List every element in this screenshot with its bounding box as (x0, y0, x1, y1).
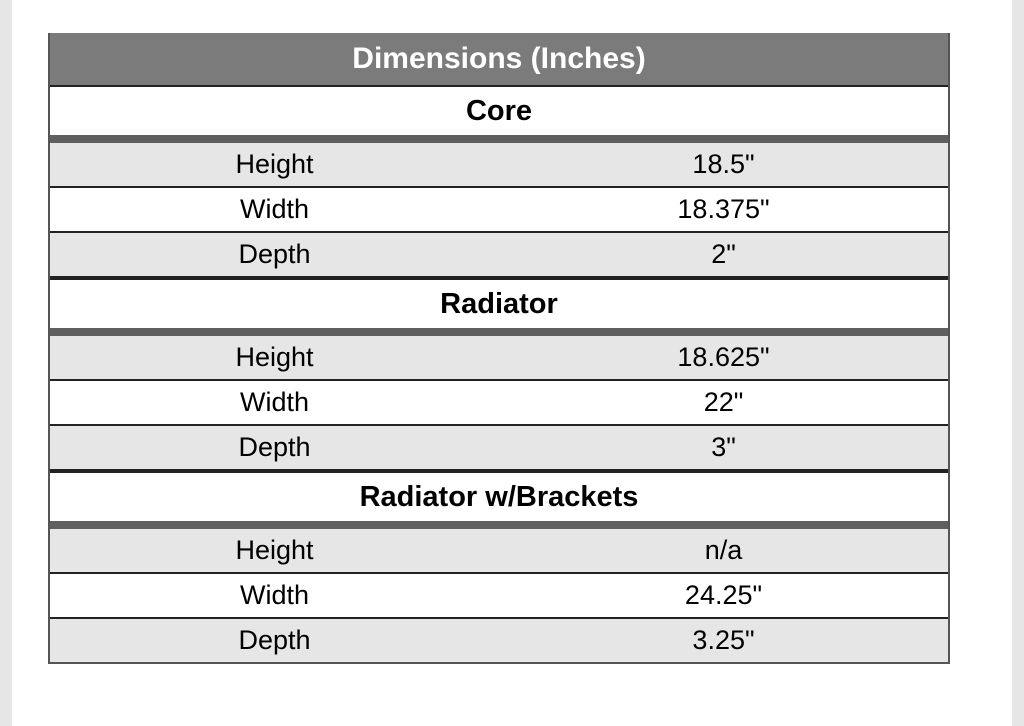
table-row: Height n/a (50, 529, 948, 574)
dimension-value: 18.625" (677, 342, 770, 372)
dimension-value: 3" (711, 432, 736, 462)
section-header: Radiator (50, 278, 948, 328)
dimension-label: Width (239, 194, 310, 224)
dimension-value: 2" (711, 239, 736, 269)
section-divider (50, 135, 948, 143)
table-row: Depth 2" (50, 233, 948, 278)
dimension-value: 24.25" (684, 580, 763, 610)
dimension-value: n/a (704, 535, 743, 565)
dimension-value: 3.25" (692, 625, 755, 655)
table-row: Depth 3" (50, 426, 948, 471)
dimension-label: Height (235, 149, 314, 179)
right-margin (1012, 0, 1024, 726)
table-row: Height 18.625" (50, 336, 948, 381)
dimension-label: Depth (238, 239, 311, 269)
dimension-value: 18.5" (692, 149, 755, 179)
section-header: Core (50, 85, 948, 135)
table-row: Width 24.25" (50, 574, 948, 619)
table-row: Depth 3.25" (50, 619, 948, 664)
dimension-label: Depth (238, 432, 311, 462)
section-divider (50, 521, 948, 529)
dimension-label: Height (235, 342, 314, 372)
section-divider (50, 328, 948, 336)
dimensions-table: Dimensions (Inches) Core Height 18.5" Width… (48, 33, 950, 664)
left-margin (0, 0, 12, 726)
dimension-value: 22" (703, 387, 744, 417)
dimension-label: Width (239, 387, 310, 417)
table-row: Height 18.5" (50, 143, 948, 188)
dimension-label: Height (235, 535, 314, 565)
section-header: Radiator w/Brackets (50, 471, 948, 521)
table-title: Dimensions (Inches) (50, 33, 948, 85)
dimension-value: 18.375" (677, 194, 770, 224)
table-row: Width 22" (50, 381, 948, 426)
dimension-label: Depth (238, 625, 311, 655)
dimension-label: Width (239, 580, 310, 610)
table-row: Width 18.375" (50, 188, 948, 233)
